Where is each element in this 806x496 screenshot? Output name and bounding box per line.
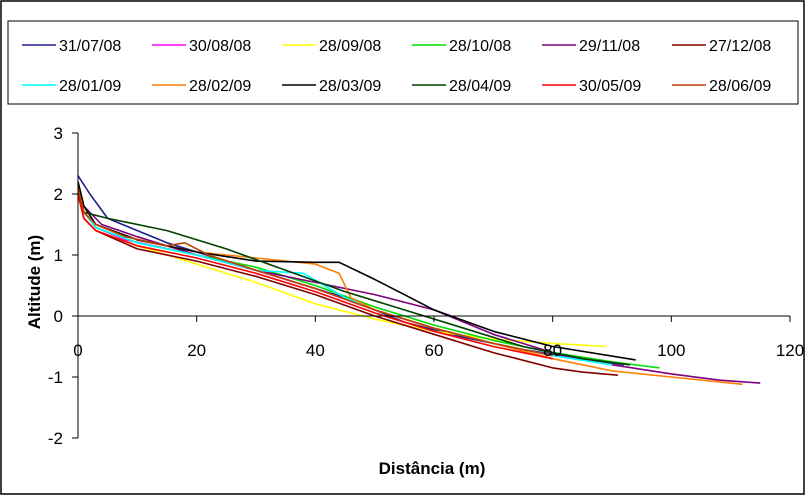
x-axis-title: Distância (m) — [379, 459, 486, 478]
x-tick-label: 20 — [187, 341, 206, 360]
legend-label: 27/12/08 — [709, 38, 771, 55]
legend-label: 30/05/09 — [579, 78, 641, 95]
legend-item: 28/06/09 — [672, 78, 771, 95]
x-tick-label: 120 — [776, 341, 804, 360]
y-tick-label: 0 — [54, 307, 63, 326]
y-tick-label: 2 — [54, 185, 63, 204]
legend-label: 28/01/09 — [59, 78, 121, 95]
legend-label: 29/11/08 — [579, 38, 640, 55]
series-line-29-11-08 — [77, 181, 761, 384]
y-tick-label: -1 — [48, 368, 63, 387]
axes: -2 -1 0 1 2 3 0 20 40 60 80 100 120 — [48, 124, 804, 448]
legend-label: 30/08/08 — [189, 38, 251, 55]
legend-item: 28/10/08 — [412, 38, 511, 55]
legend-item: 27/12/08 — [672, 38, 771, 55]
legend-label: 28/03/09 — [319, 78, 381, 95]
legend-box — [7, 20, 799, 105]
legend-item: 28/01/09 — [22, 78, 121, 95]
y-tick-label: -2 — [48, 429, 63, 448]
x-tick-label: 60 — [425, 341, 444, 360]
legend-item: 28/04/09 — [412, 78, 511, 95]
y-tick-label: 3 — [54, 124, 63, 143]
series-layer — [77, 175, 761, 386]
legend-label: 28/09/08 — [319, 38, 381, 55]
x-tick-label: 80 — [543, 341, 562, 360]
x-tick-label: 100 — [657, 341, 685, 360]
legend-item: 28/03/09 — [282, 78, 381, 95]
x-tick-label: 40 — [306, 341, 325, 360]
legend: 31/07/08 30/08/08 28/09/08 28/10/08 29/11/08… — [22, 38, 771, 95]
legend-label: 28/10/08 — [449, 38, 511, 55]
legend-item: 28/02/09 — [152, 78, 251, 95]
legend-item: 30/05/09 — [542, 78, 641, 95]
y-axis-title: Altitude (m) — [25, 235, 44, 329]
legend-label: 28/06/09 — [709, 78, 771, 95]
legend-label: 28/02/09 — [189, 78, 251, 95]
legend-item: 29/11/08 — [542, 38, 640, 55]
series-line-28-04-09 — [77, 193, 630, 366]
legend-label: 31/07/08 — [59, 38, 121, 55]
legend-item: 31/07/08 — [22, 38, 121, 55]
series-line-28-06-09 — [77, 187, 553, 357]
y-tick-label: 1 — [54, 246, 63, 265]
legend-item: 30/08/08 — [152, 38, 251, 55]
legend-label: 28/04/09 — [449, 78, 511, 95]
x-tick-label: 0 — [73, 341, 82, 360]
legend-item: 28/09/08 — [282, 38, 381, 55]
series-line-30-05-09 — [77, 193, 553, 360]
